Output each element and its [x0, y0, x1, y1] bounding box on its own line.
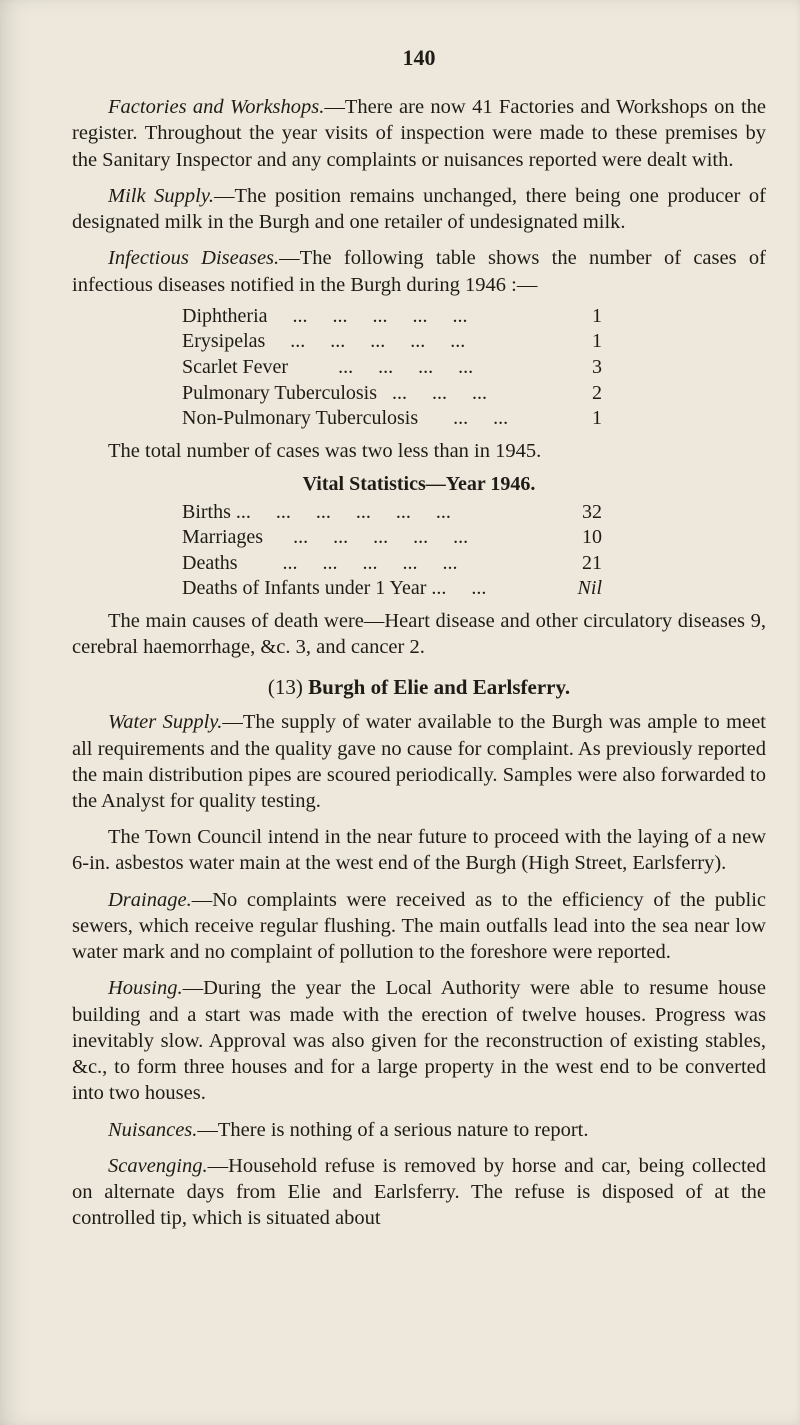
row-value: 2: [552, 381, 602, 407]
section-name: Burgh of Elie and Earlsferry.: [308, 675, 570, 699]
table-row: Erysipelas ... ... ... ... ... 1: [182, 329, 766, 355]
row-value: 32: [552, 500, 602, 526]
row-label: Marriages ... ... ... ... ...: [182, 525, 552, 551]
row-value: 21: [552, 551, 602, 577]
para-infectious: Infectious Diseases.—The following table…: [72, 245, 766, 297]
row-value: 1: [552, 304, 602, 330]
table-row: Deaths of Infants under 1 Year ... ... N…: [182, 576, 766, 602]
row-value: 10: [552, 525, 602, 551]
table-row: Deaths ... ... ... ... ... 21: [182, 551, 766, 577]
para-water: Water Supply.—The supply of water availa…: [72, 709, 766, 814]
row-value: 3: [552, 355, 602, 381]
para-nuisances: Nuisances.—There is nothing of a serious…: [72, 1117, 766, 1143]
row-value: 1: [552, 406, 602, 432]
page-number: 140: [72, 44, 766, 72]
row-label: Deaths ... ... ... ... ...: [182, 551, 552, 577]
row-label: Deaths of Infants under 1 Year ... ...: [182, 576, 552, 602]
total-line: The total number of cases was two less t…: [72, 438, 766, 464]
table-row: Marriages ... ... ... ... ... 10: [182, 525, 766, 551]
row-value: Nil: [552, 576, 602, 602]
lead-phrase: Housing.: [108, 977, 183, 999]
para-housing: Housing.—During the year the Local Autho…: [72, 975, 766, 1106]
section-heading: (13) Burgh of Elie and Earlsferry.: [72, 674, 766, 701]
table-row: Scarlet Fever ... ... ... ... 3: [182, 355, 766, 381]
lead-phrase: Nuisances.: [108, 1119, 197, 1141]
para-causes: The main causes of death were—Heart dise…: [72, 608, 766, 660]
table-row: Diphtheria ... ... ... ... ... 1: [182, 304, 766, 330]
vital-table: Births ... ... ... ... ... ... 32 Marria…: [182, 500, 766, 602]
lead-phrase: Factories and Workshops.: [108, 96, 324, 118]
lead-phrase: Drainage.: [108, 889, 192, 911]
scanned-page: 140 Factories and Workshops.—There are n…: [0, 0, 800, 1425]
table-row: Non-Pulmonary Tuberculosis ... ... 1: [182, 406, 766, 432]
row-label: Non-Pulmonary Tuberculosis ... ...: [182, 406, 552, 432]
row-label: Diphtheria ... ... ... ... ...: [182, 304, 552, 330]
table-row: Pulmonary Tuberculosis ... ... ... 2: [182, 381, 766, 407]
vital-statistics-heading: Vital Statistics—Year 1946.: [72, 472, 766, 498]
para-body: —There is nothing of a serious nature to…: [197, 1119, 588, 1141]
table-row: Births ... ... ... ... ... ... 32: [182, 500, 766, 526]
para-scavenging: Scavenging.—Household refuse is removed …: [72, 1153, 766, 1232]
para-drainage: Drainage.—No complaints were received as…: [72, 887, 766, 966]
disease-table: Diphtheria ... ... ... ... ... 1 Erysipe…: [182, 304, 766, 432]
lead-phrase: Water Supply.: [108, 711, 222, 733]
section-number: (13): [268, 675, 308, 699]
row-label: Scarlet Fever ... ... ... ...: [182, 355, 552, 381]
lead-phrase: Scavenging.: [108, 1155, 208, 1177]
row-value: 1: [552, 329, 602, 355]
row-label: Erysipelas ... ... ... ... ...: [182, 329, 552, 355]
row-label: Pulmonary Tuberculosis ... ... ...: [182, 381, 552, 407]
row-label: Births ... ... ... ... ... ...: [182, 500, 552, 526]
lead-phrase: Milk Supply.: [108, 185, 214, 207]
para-factories: Factories and Workshops.—There are now 4…: [72, 94, 766, 173]
para-town-council: The Town Council intend in the near futu…: [72, 824, 766, 876]
lead-phrase: Infectious Diseases.: [108, 247, 279, 269]
para-milk: Milk Supply.—The position remains unchan…: [72, 183, 766, 235]
